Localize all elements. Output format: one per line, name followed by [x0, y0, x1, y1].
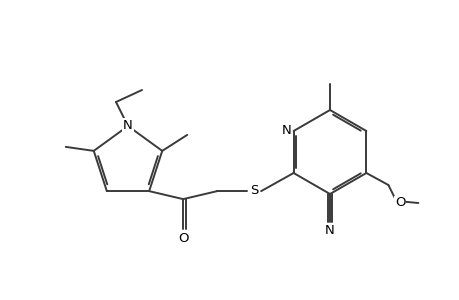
Text: N: N	[325, 224, 334, 238]
Text: N: N	[123, 118, 133, 131]
Text: S: S	[249, 184, 258, 196]
Text: O: O	[394, 196, 405, 209]
Text: N: N	[281, 124, 291, 136]
Text: O: O	[178, 232, 188, 244]
